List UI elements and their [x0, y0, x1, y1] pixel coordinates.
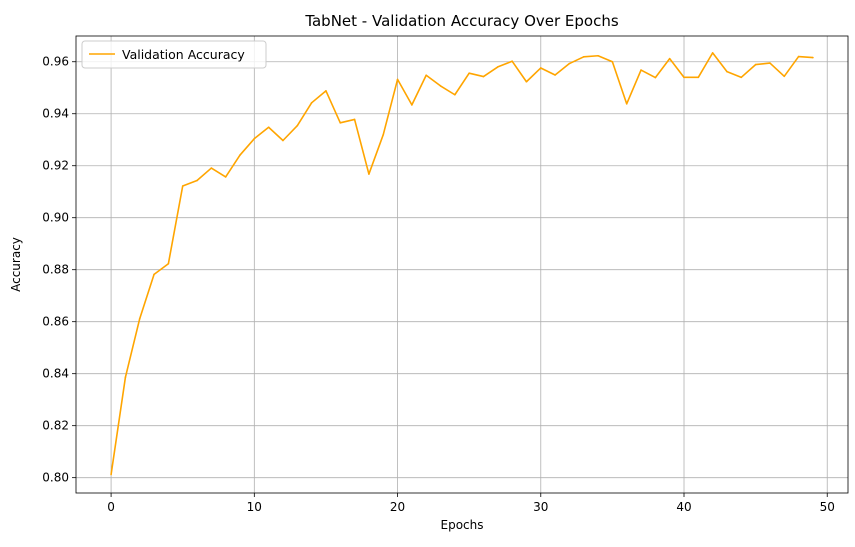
data-point — [282, 139, 284, 142]
data-point — [310, 102, 313, 104]
y-tick-label: 0.96 — [42, 55, 69, 69]
series-layer — [110, 52, 814, 476]
data-point — [425, 74, 427, 77]
data-point — [454, 93, 456, 96]
data-point — [339, 122, 342, 124]
x-tick-label: 30 — [533, 500, 548, 514]
data-point — [554, 74, 556, 76]
data-point — [683, 76, 685, 79]
data-point — [697, 76, 700, 79]
data-point — [411, 104, 413, 106]
data-point — [239, 154, 241, 156]
x-axis-label: Epochs — [441, 518, 484, 532]
y-tick-label: 0.92 — [42, 159, 69, 173]
data-point — [668, 57, 671, 60]
data-point — [167, 262, 170, 265]
x-tick-label: 20 — [390, 500, 405, 514]
data-point — [625, 103, 628, 105]
y-tick-label: 0.82 — [42, 419, 69, 433]
data-point — [153, 273, 155, 276]
axis-ticks: 0 10 20 30 40 50 0.80 0.82 0.84 0.86 0.88 0.90 0.92 0… — [42, 55, 835, 514]
y-tick-label: 0.86 — [42, 315, 69, 329]
data-point — [797, 55, 800, 58]
y-tick-label: 0.80 — [42, 471, 69, 485]
data-point — [597, 54, 599, 57]
data-point — [754, 63, 757, 66]
data-point — [654, 76, 657, 79]
data-point — [353, 118, 356, 121]
x-tick-label: 40 — [676, 500, 691, 514]
data-point — [582, 55, 585, 58]
x-tick-label: 10 — [247, 500, 262, 514]
data-point — [640, 69, 642, 71]
data-point — [468, 72, 470, 74]
chart-title: TabNet - Validation Accuracy Over Epochs — [304, 12, 619, 30]
data-point — [210, 167, 213, 169]
y-tick-label: 0.90 — [42, 211, 69, 225]
data-point — [769, 62, 771, 64]
data-point — [267, 126, 270, 129]
data-point — [611, 60, 614, 63]
data-point — [110, 473, 112, 476]
data-point — [482, 75, 485, 78]
data-point — [812, 56, 814, 59]
plot-area-frame — [75, 35, 849, 494]
data-point — [138, 317, 141, 320]
data-point — [511, 60, 513, 63]
y-tick-label: 0.94 — [42, 107, 69, 121]
grid — [76, 36, 848, 493]
data-point — [439, 85, 442, 87]
data-point — [296, 124, 299, 127]
y-axis-label: Accuracy — [9, 237, 23, 292]
data-point — [711, 52, 714, 54]
data-point — [124, 376, 127, 379]
data-point — [181, 185, 184, 187]
legend-label: Validation Accuracy — [122, 47, 245, 62]
legend: Validation Accuracy — [81, 40, 267, 69]
legend-box — [81, 40, 267, 69]
data-point — [325, 90, 327, 92]
data-point — [726, 70, 728, 73]
data-point — [396, 78, 399, 81]
data-point — [368, 173, 370, 175]
data-point — [497, 66, 499, 68]
data-point — [568, 62, 571, 65]
data-point — [539, 67, 542, 69]
data-point — [525, 80, 528, 83]
x-tick-label: 0 — [107, 500, 115, 514]
data-point — [253, 137, 256, 140]
data-point — [382, 133, 385, 136]
y-tick-label: 0.88 — [42, 263, 69, 277]
data-point — [224, 176, 227, 178]
x-tick-label: 50 — [820, 500, 835, 514]
series-line — [110, 52, 813, 475]
data-point — [196, 179, 198, 182]
y-tick-label: 0.84 — [42, 367, 69, 381]
data-point — [740, 76, 743, 79]
data-point — [783, 75, 786, 78]
